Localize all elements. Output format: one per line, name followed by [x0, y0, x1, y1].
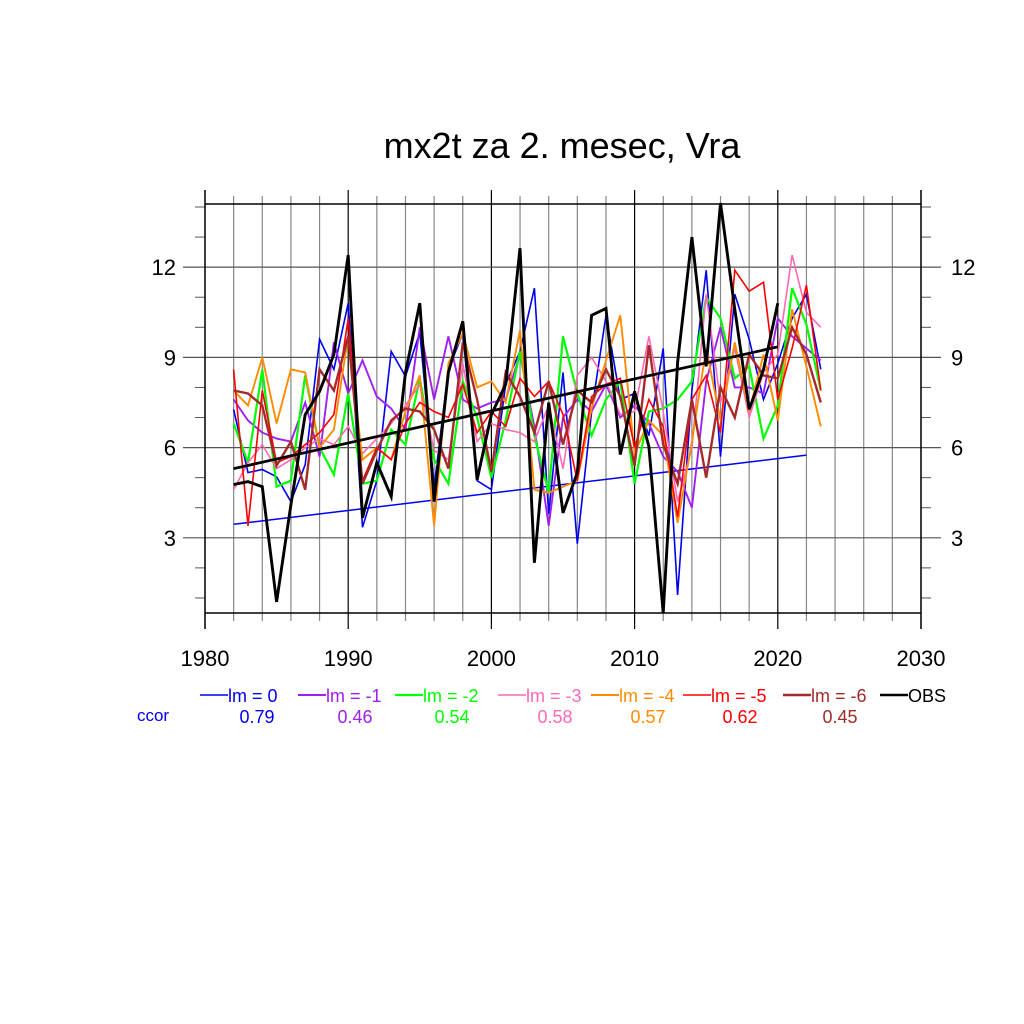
- legend-ccor-value: 0.62: [722, 707, 757, 727]
- x-tick-label: 2030: [897, 646, 946, 671]
- legend-label: OBS: [908, 686, 946, 706]
- trend-line-obs: [233, 345, 779, 470]
- series-group: [232, 202, 822, 614]
- ccor-label: ccor: [137, 706, 169, 725]
- x-tick-label: 1990: [324, 646, 373, 671]
- y-tick-label-right: 9: [951, 345, 963, 370]
- axes: 1980 1990 2000 2010 2020 2030 3 3 6 6 9 9 12 12: [152, 190, 975, 671]
- x-tick-label: 1980: [181, 646, 230, 671]
- chart-title: mx2t za 2. mesec, Vra: [384, 125, 742, 166]
- grid: [183, 190, 941, 629]
- series-line-7: [233, 202, 780, 614]
- legend-label: lm = -6: [811, 686, 867, 706]
- y-tick-label-right: 3: [951, 526, 963, 551]
- legend-ccor-value: 0.46: [337, 707, 372, 727]
- y-tick-label-left: 3: [164, 526, 176, 551]
- trend-line: [233, 454, 807, 526]
- legend-label: lm = 0: [228, 686, 278, 706]
- legend-ccor-value: 0.45: [822, 707, 857, 727]
- x-tick-label: 2000: [467, 646, 516, 671]
- legend-label: lm = -3: [526, 686, 582, 706]
- legend-label: lm = -2: [423, 686, 479, 706]
- legend-ccor-value: 0.58: [537, 707, 572, 727]
- legend-label: lm = -4: [619, 686, 675, 706]
- y-tick-label-left: 6: [164, 436, 176, 461]
- legend-ccor-value: 0.79: [239, 707, 274, 727]
- legend-label: lm = -5: [711, 686, 767, 706]
- y-tick-label-left: 12: [152, 255, 176, 280]
- y-tick-label-right: 12: [951, 255, 975, 280]
- x-tick-label: 2010: [610, 646, 659, 671]
- y-tick-label-left: 9: [164, 345, 176, 370]
- legend-ccor-value: 0.57: [630, 707, 665, 727]
- y-tick-label-right: 6: [951, 436, 963, 461]
- x-tick-label: 2020: [753, 646, 802, 671]
- legend-ccor-value: 0.54: [434, 707, 469, 727]
- legend-label: lm = -1: [326, 686, 382, 706]
